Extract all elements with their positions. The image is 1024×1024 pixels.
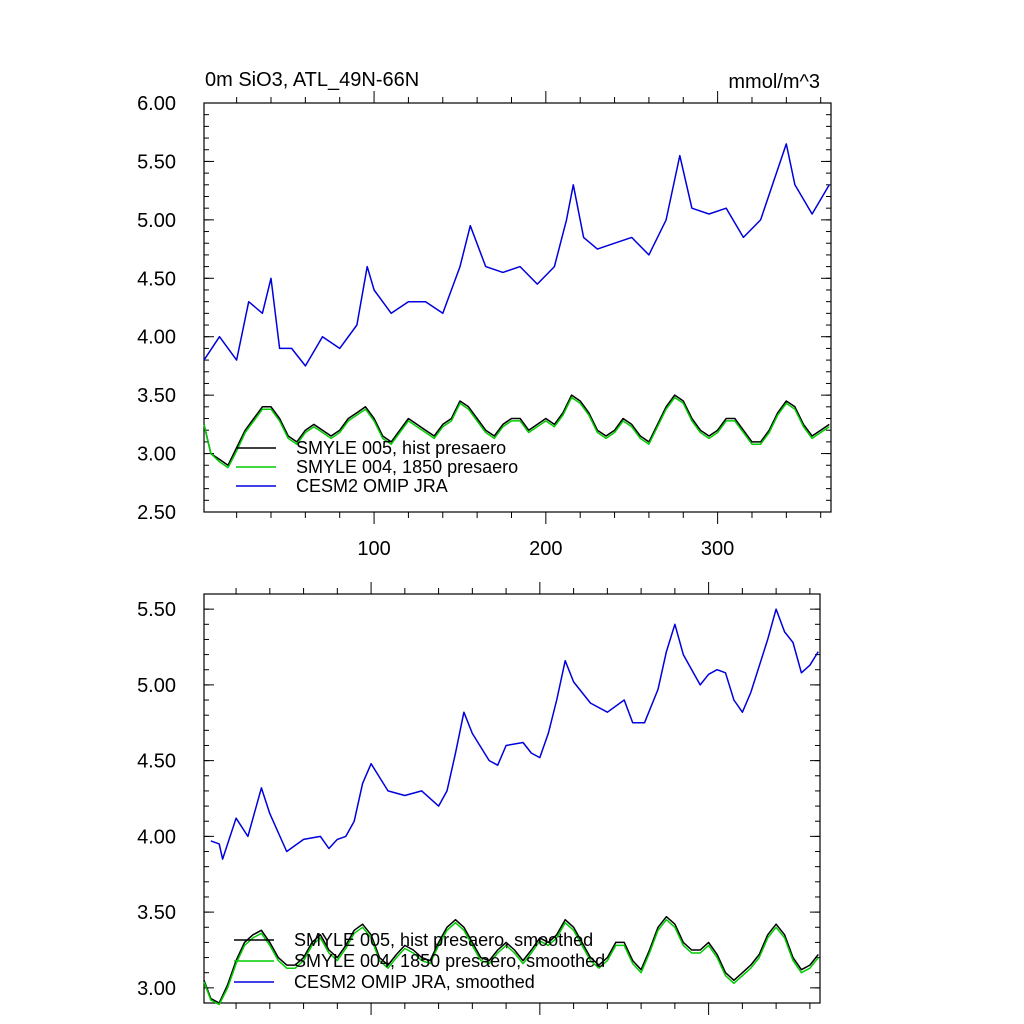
title-left: 0m SiO3, ATL_49N-66N [205,69,419,91]
y-tick-label: 5.00 [137,675,176,697]
y-tick-label: 3.00 [137,444,176,466]
legend-label: SMYLE 005, hist presaero, smoothed [294,930,593,950]
top-panel: 0m SiO3, ATL_49N-66N mmol/m^3 2.50 3.00 3.… [137,69,832,560]
legend-label: SMYLE 005, hist presaero [296,438,506,458]
y-tick-label: 4.00 [137,327,176,349]
y-tick-label: 5.50 [137,599,176,621]
title-right-units: mmol/m^3 [728,71,820,93]
x-tick-label: 200 [529,538,562,560]
y-tick-label: 3.50 [137,385,176,407]
series-line-smyle-005-hist-presaero-smoothed [203,915,819,1004]
y-tick-label: 3.50 [137,902,176,924]
y-tick-label: 5.00 [137,210,176,232]
y-tick-label: 4.50 [137,751,176,773]
legend-label: SMYLE 004, 1850 presaero [296,457,518,477]
y-tick-label: 5.50 [137,151,176,173]
series-line-cesm2-omip-jra-smoothed [210,608,819,860]
x-tick-label: 300 [701,538,734,560]
series-line-smyle-004-1850-presaero [203,396,830,469]
y-tick-label: 3.00 [137,978,176,1000]
plot-frame [203,593,821,1004]
y-tick-label: 4.00 [137,826,176,848]
x-tick-label: 100 [357,538,390,560]
series-line-cesm2-omip-jra [203,143,830,367]
y-tick-label: 4.50 [137,268,176,290]
y-tick-label: 6.00 [137,93,176,115]
legend-label: CESM2 OMIP JRA [296,476,448,496]
series-line-smyle-004-1850-presaero-smoothed [203,918,819,1006]
series-line-smyle-005-hist-presaero [203,394,830,467]
legend-label: CESM2 OMIP JRA, smoothed [294,972,535,992]
bottom-panel: 3.00 3.50 4.00 4.50 5.00 5.50 SMYLE 005, hist … [137,582,821,1015]
y-tick-label: 2.50 [137,502,176,524]
plot-frame [203,102,832,513]
legend-label: SMYLE 004, 1850 presaero, smoothed [294,951,605,971]
